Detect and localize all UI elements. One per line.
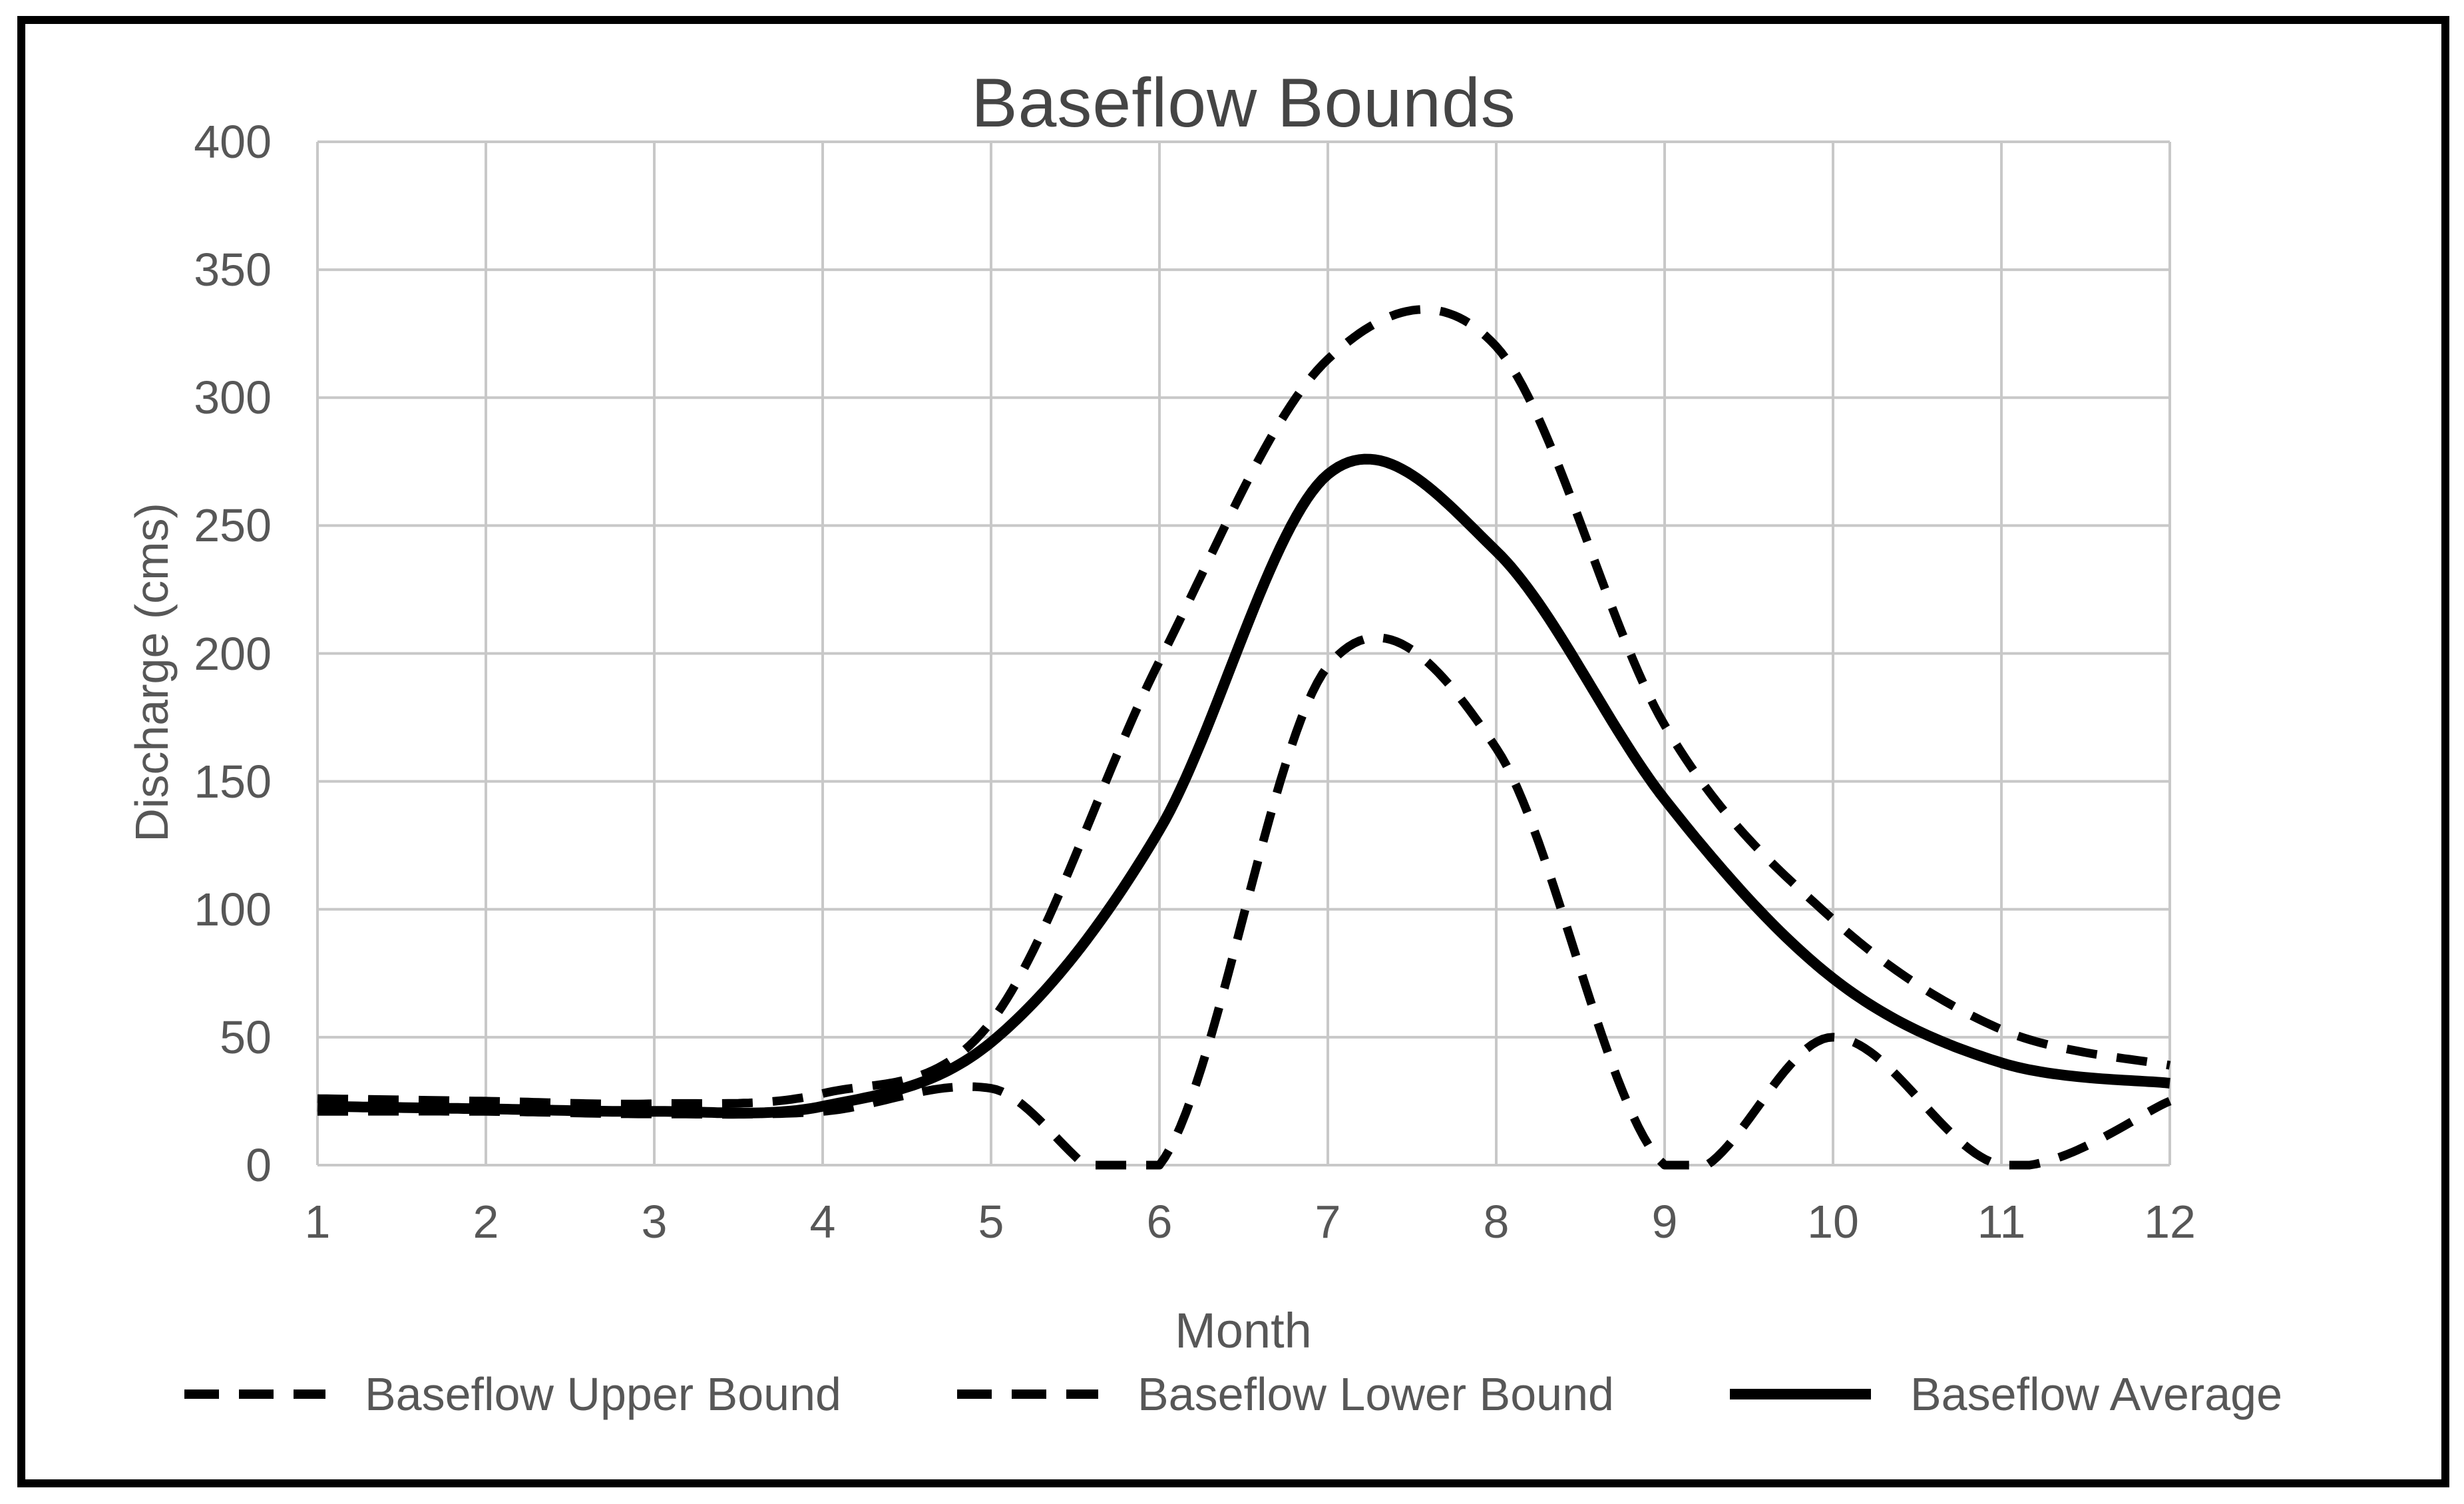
legend-item: Baseflow Average bbox=[1727, 1368, 2282, 1421]
legend-label: Baseflow Lower Bound bbox=[1137, 1368, 1614, 1420]
x-tick-label: 1 bbox=[304, 1196, 331, 1248]
y-tick-label: 350 bbox=[194, 244, 272, 296]
x-tick-label: 9 bbox=[1651, 1196, 1678, 1248]
solid-line-sample-icon bbox=[1729, 1389, 1871, 1399]
y-tick-label: 300 bbox=[194, 372, 272, 424]
legend-label: Baseflow Average bbox=[1910, 1368, 2283, 1420]
legend: Baseflow Upper Bound Baseflow Lower Bound… bbox=[0, 1368, 2464, 1421]
y-tick-label: 200 bbox=[194, 627, 272, 680]
x-axis-title: Month bbox=[1175, 1303, 1312, 1358]
y-tick-label: 0 bbox=[246, 1139, 272, 1191]
y-tick-label: 250 bbox=[194, 499, 272, 552]
x-tick-label: 8 bbox=[1483, 1196, 1510, 1248]
x-tick-label: 4 bbox=[809, 1196, 836, 1248]
x-tick-label: 6 bbox=[1146, 1196, 1173, 1248]
y-tick-label: 400 bbox=[194, 116, 272, 168]
chart-title: Baseflow Bounds bbox=[971, 65, 1516, 142]
x-tick-label: 7 bbox=[1315, 1196, 1341, 1248]
x-tick-label: 2 bbox=[473, 1196, 499, 1248]
dashed-line-sample-icon bbox=[956, 1389, 1098, 1399]
y-tick-label: 50 bbox=[220, 1011, 272, 1063]
y-tick-label: 150 bbox=[194, 755, 272, 808]
chart-outer-border bbox=[17, 16, 2449, 1487]
x-tick-label: 5 bbox=[978, 1196, 1004, 1248]
legend-label: Baseflow Upper Bound bbox=[364, 1368, 841, 1420]
legend-item: Baseflow Lower Bound bbox=[954, 1368, 1614, 1421]
legend-item: Baseflow Upper Bound bbox=[182, 1368, 841, 1421]
x-tick-label: 3 bbox=[641, 1196, 668, 1248]
series-line-solid bbox=[315, 453, 2172, 1119]
y-tick-label: 100 bbox=[194, 883, 272, 935]
x-tick-label: 12 bbox=[2144, 1196, 2196, 1248]
x-tick-label: 11 bbox=[1977, 1196, 2026, 1248]
series-line-dashed bbox=[315, 305, 2172, 1109]
dashed-line-sample-icon bbox=[184, 1389, 325, 1399]
x-tick-label: 10 bbox=[1807, 1196, 1859, 1248]
